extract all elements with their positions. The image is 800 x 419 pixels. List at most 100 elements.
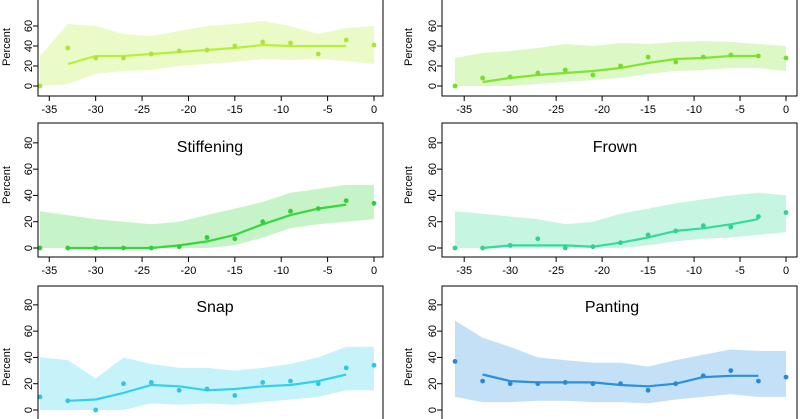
panel-6-data-point <box>507 381 513 387</box>
panel-6: 0 20 40 60 80 Percent Panting <box>403 285 798 419</box>
panel-4-data-point <box>535 236 541 242</box>
panel-3: 0 20 40 60 80 -35 -30 -25 -20 -15 -10 -5 0 Percent Sti… <box>1 122 384 277</box>
panel-5-ylabel: Percent <box>1 348 13 386</box>
panel-2: 0 20 40 60 -35 -30 -25 -20 -15 -10 -5 0 Percent <box>403 0 798 116</box>
panel-6-data-point <box>700 373 706 379</box>
panel-3-ytick-label: 0 <box>23 245 35 251</box>
panel-1-ytick-label: 0 <box>23 83 35 89</box>
panel-3-ytick-label: 40 <box>23 189 35 201</box>
panel-4-data-point <box>590 244 596 250</box>
panel-1-ytick-label: 20 <box>23 60 35 72</box>
panel-5-title: Snap <box>196 299 233 316</box>
panel-3-frame <box>37 122 384 258</box>
panel-6-data-point <box>452 359 458 364</box>
panel-1-data-point <box>232 43 238 49</box>
panel-3-xtick-label: 0 <box>371 265 377 277</box>
panel-2-data-point <box>783 55 789 61</box>
panel-1-data-point <box>371 42 377 48</box>
panel-3-data-point <box>204 235 210 240</box>
panel-1-data-point <box>38 83 43 89</box>
panel-3-ytick-label: 20 <box>23 216 35 228</box>
panel-6-data-point <box>783 374 789 380</box>
panel-3-data-point <box>148 245 154 251</box>
panel-4-ytick-label: 80 <box>427 137 439 149</box>
panel-6-data-point <box>480 378 485 384</box>
panel-5-ytick-label: 80 <box>23 299 35 311</box>
panel-5-data-point <box>148 380 154 385</box>
panel-5-data-point <box>343 365 349 371</box>
panel-4-frame <box>441 122 798 258</box>
panel-5-frame <box>37 285 384 419</box>
panel-2-data-point <box>618 63 623 69</box>
panel-3-confidence-band <box>40 184 374 248</box>
panel-4-data-point <box>728 224 734 230</box>
panel-1-data-point <box>343 37 349 43</box>
panel-5-data-point <box>38 394 43 400</box>
panel-3-data-point <box>232 236 238 242</box>
panel-5-data-point <box>121 381 126 387</box>
panel-5-data-point <box>315 381 321 387</box>
panel-1-xtick-label: -5 <box>323 104 333 116</box>
panel-4-data-point <box>480 245 485 251</box>
panel-1-xtick-label: -30 <box>88 104 104 116</box>
panel-6-data-point <box>645 387 651 393</box>
panel-3-data-point <box>371 200 377 206</box>
panel-5-confidence-band <box>40 346 374 410</box>
panel-4-ytick-label: 60 <box>427 163 439 175</box>
panel-2-xtick-label: -35 <box>456 104 472 116</box>
panel-5-plot-area <box>38 346 377 413</box>
panel-2-frame <box>441 0 798 97</box>
panel-5-data-point <box>176 387 182 393</box>
panel-6-data-point <box>618 381 623 387</box>
panel-3-ytick-label: 80 <box>23 137 35 149</box>
panel-4-data-point <box>673 228 679 234</box>
panel-4-data-point <box>452 245 458 251</box>
panel-4-confidence-band <box>455 192 786 248</box>
panel-5-data-point <box>65 398 71 404</box>
panel-1-data-point <box>288 40 293 46</box>
panel-4-data-point <box>645 232 651 238</box>
panel-3-plot-area <box>38 184 377 251</box>
panel-2-xtick-label: -30 <box>502 104 518 116</box>
panel-3-xtick-label: -35 <box>41 265 57 277</box>
panel-4-ytick-label: 0 <box>427 245 439 251</box>
panel-3-ytick-label: 60 <box>23 163 35 175</box>
panel-4-xtick-label: -35 <box>456 265 472 277</box>
panel-6-data-point <box>562 380 568 385</box>
panel-4-title: Frown <box>593 139 637 156</box>
panel-3-data-point <box>343 198 349 204</box>
panel-2-ytick-label: 0 <box>427 83 439 89</box>
panel-4-data-point <box>783 210 789 215</box>
panel-2-xtick-label: -20 <box>594 104 610 116</box>
panel-2-data-point <box>480 75 485 81</box>
panel-6-confidence-band <box>455 320 786 404</box>
panel-3-xtick-label: -25 <box>134 265 150 277</box>
panel-5-data-point <box>260 380 266 385</box>
panel-5-ytick-label: 20 <box>23 378 35 390</box>
panel-3-data-point <box>38 245 43 251</box>
panel-4-data-point <box>562 245 568 251</box>
panel-4-ytick-label: 40 <box>427 189 439 201</box>
panel-6-data-point <box>673 381 679 387</box>
panel-4-data-point <box>700 223 706 229</box>
panel-2-data-point <box>507 74 513 80</box>
panel-1-data-point <box>93 55 99 61</box>
panel-5-data-point <box>93 407 99 413</box>
panel-4-xtick-label: -5 <box>735 265 745 277</box>
panel-2-plot-area <box>452 41 789 89</box>
panel-6-ylabel: Percent <box>403 348 415 386</box>
panel-4: 0 20 40 60 80 -35 -30 -25 -20 -15 -10 -5 0 Percent Fro… <box>403 122 798 277</box>
panel-3-data-point <box>65 245 71 251</box>
panel-5-ytick-label: 40 <box>23 351 35 363</box>
panel-4-xtick-label: -15 <box>640 265 656 277</box>
panel-4-xtick-label: -25 <box>548 265 564 277</box>
panel-2-xtick-label: 0 <box>783 104 789 116</box>
panel-2-ylabel: Percent <box>403 28 415 66</box>
panel-1-confidence-band <box>40 21 374 86</box>
panel-2-data-point <box>673 59 679 65</box>
panel-1-data-point <box>148 51 154 57</box>
panel-1-xtick-label: 0 <box>371 104 377 116</box>
panel-2-data-point <box>562 67 568 73</box>
panel-5-ytick-label: 60 <box>23 325 35 337</box>
